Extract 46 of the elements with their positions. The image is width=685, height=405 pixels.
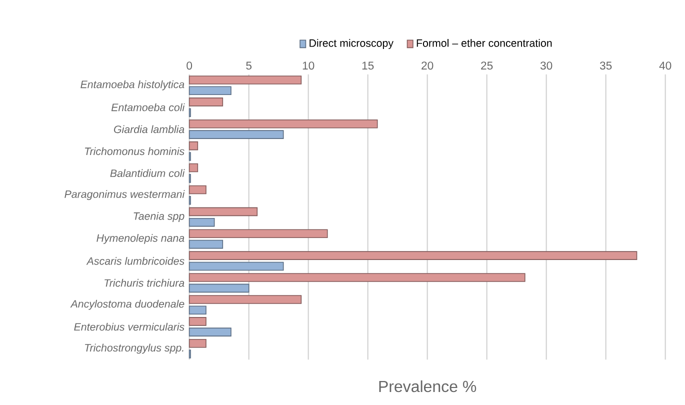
y-tick-label: Trichomonus hominis — [85, 147, 184, 156]
y-tick-label: Hymenolepis nana — [96, 234, 184, 244]
bar — [188, 218, 215, 227]
bar — [188, 240, 224, 249]
y-tick-label: Trichostrongylus spp. — [85, 344, 184, 354]
x-axis-title: Prevalence % — [379, 380, 476, 392]
x-tick-label: 20 — [422, 62, 434, 70]
x-tick-label: 5 — [246, 62, 252, 70]
x-tick-label: 35 — [600, 62, 612, 70]
legend-label: Formol – ether concentration — [416, 39, 552, 47]
bar — [188, 130, 284, 139]
y-tick-label: Balantidium coli — [110, 169, 185, 178]
x-tick-label: 0 — [186, 62, 192, 70]
legend-label: Direct microscopy — [310, 39, 394, 49]
x-tick-label: 15 — [362, 62, 374, 70]
y-tick-label: Enterobius vermicularis — [74, 322, 184, 331]
x-tick-label: 30 — [540, 62, 552, 70]
bar — [188, 185, 206, 194]
bar — [188, 207, 258, 216]
bar — [188, 251, 638, 260]
bar — [188, 317, 206, 326]
bar — [188, 273, 526, 282]
bar — [188, 328, 232, 336]
bar — [188, 76, 302, 84]
bar — [188, 306, 206, 315]
x-tick-label: 25 — [481, 62, 493, 70]
bar — [188, 338, 206, 348]
bar — [188, 98, 224, 106]
bar — [188, 119, 378, 128]
bar — [188, 295, 302, 304]
bar — [188, 284, 250, 293]
x-tick-label: 10 — [302, 62, 314, 70]
y-tick-label: Paragonimus westermani — [64, 190, 185, 200]
y-tick-label: Ancylostoma duodenale — [70, 300, 184, 310]
bar — [188, 86, 232, 96]
bar — [188, 141, 198, 150]
y-tick-label: Entamoeba histolytica — [80, 80, 184, 90]
bar — [188, 163, 198, 172]
x-tick-label: 40 — [659, 62, 672, 70]
y-tick-label: Giardia lamblia — [114, 125, 184, 134]
y-tick-label: Taenia spp — [134, 212, 184, 222]
bar — [188, 262, 284, 271]
y-tick-label: Ascaris lumbricoides — [86, 256, 184, 265]
y-tick-label: Entamoeba coli — [111, 103, 185, 112]
y-tick-label: Trichuris trichiura — [104, 278, 184, 287]
bar — [188, 229, 328, 238]
